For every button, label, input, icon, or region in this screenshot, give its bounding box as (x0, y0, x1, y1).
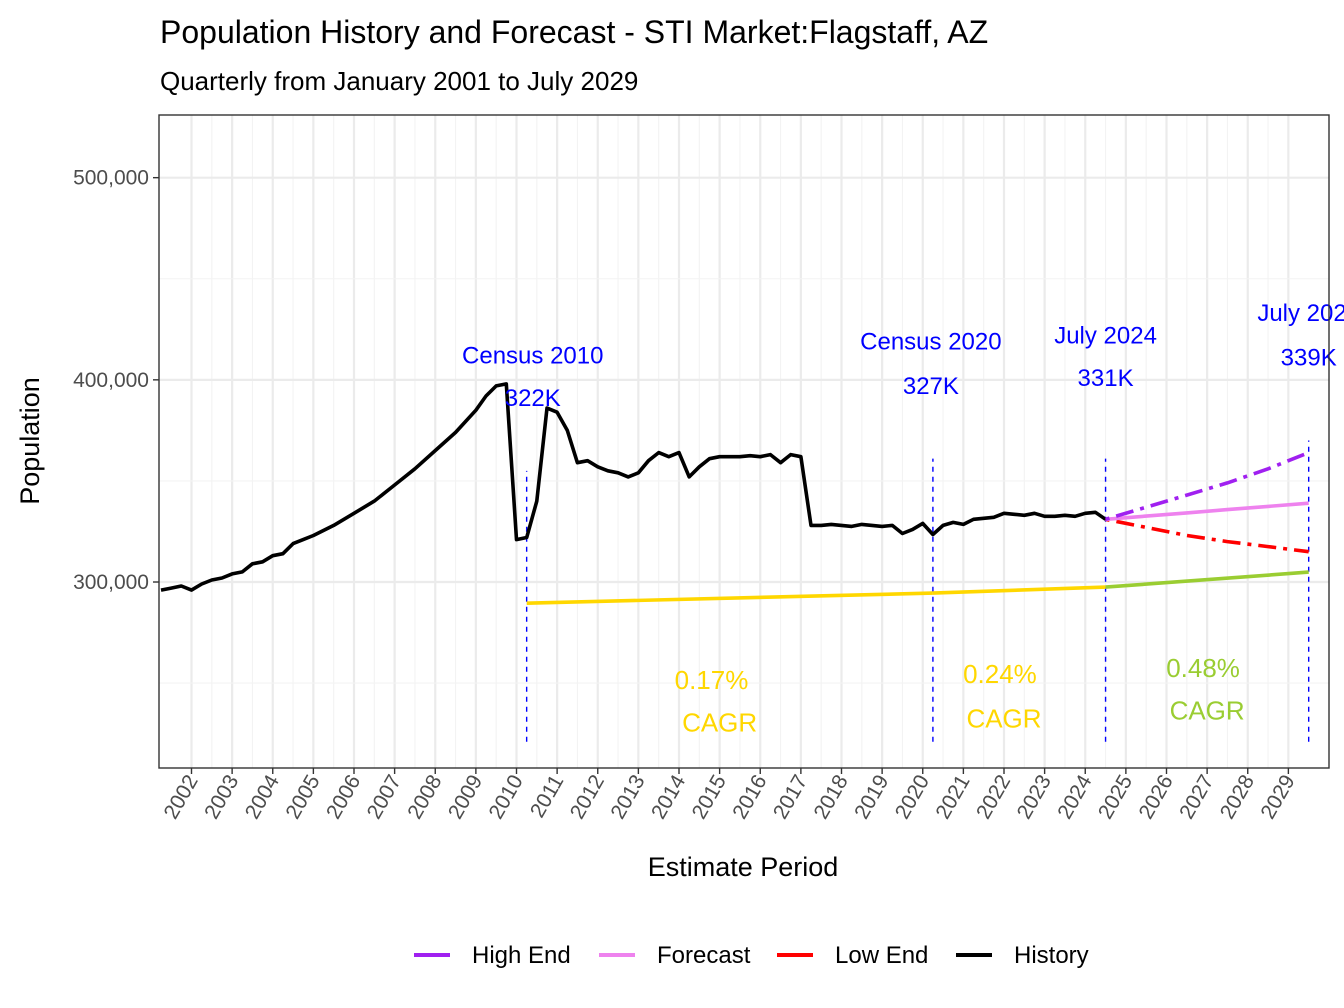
x-tick-label: 2028 (1216, 771, 1259, 823)
x-tick-label: 2024 (1053, 771, 1096, 823)
x-tick-label: 2017 (769, 771, 812, 823)
x-tick-label: 2014 (647, 771, 690, 823)
y-tick-label: 400,000 (73, 369, 149, 392)
annotation-label: July 2024 (1054, 322, 1157, 349)
annotation-label: 339K (1281, 345, 1337, 372)
x-tick-label: 2008 (403, 771, 446, 823)
x-axis: 2002200320042005200620072008200920102011… (160, 768, 1300, 823)
grid (159, 115, 1329, 768)
annotation-label: CAGR (966, 703, 1041, 733)
x-tick-label: 2026 (1135, 771, 1178, 823)
annotation-label: Census 2020 (860, 328, 1001, 355)
legend-label: Forecast (657, 942, 751, 969)
series-line-cagr-2024-2029 (1105, 570, 1309, 589)
series-line-low-end (1105, 517, 1309, 554)
x-tick-label: 2010 (485, 771, 528, 823)
x-tick-label: 2027 (1175, 771, 1218, 823)
legend-label: Low End (835, 942, 928, 969)
series-line-forecast (1105, 501, 1309, 522)
annotation-label: CAGR (1170, 695, 1245, 725)
x-tick-label: 2004 (241, 771, 284, 823)
plot-panel-border (158, 114, 1330, 769)
x-tick-label: 2020 (891, 771, 934, 823)
chart-title: Population History and Forecast - STI Ma… (160, 14, 988, 50)
x-tick-label: 2002 (160, 771, 203, 823)
x-tick-label: 2025 (1094, 771, 1137, 823)
annotation-label: 327K (903, 373, 959, 400)
annotation-label: Census 2010 (462, 343, 603, 370)
annotations: Census 2010 322K Census 2020 327K July 2024 3… (462, 300, 1344, 737)
x-tick-label: 2021 (931, 771, 974, 823)
x-tick-label: 2006 (322, 771, 365, 823)
x-tick-label: 2016 (728, 771, 771, 823)
annotation-label: 322K (505, 385, 561, 412)
annotation-label: 0.17% (675, 665, 749, 695)
series-line-cagr-2020-2024 (932, 585, 1106, 595)
x-tick-label: 2012 (566, 771, 609, 823)
x-tick-label: 2005 (281, 771, 324, 823)
x-tick-label: 2018 (810, 771, 853, 823)
x-tick-label: 2007 (363, 771, 406, 823)
annotation-label: July 2029 (1257, 300, 1344, 327)
annotation-label: CAGR (682, 708, 757, 738)
x-tick-label: 2009 (444, 771, 487, 823)
y-axis: 300,000 400,000 500,000 (73, 167, 159, 594)
x-axis-title: Estimate Period (648, 852, 839, 882)
legend: High End Forecast Low End History (414, 942, 1089, 969)
x-tick-label: 2029 (1256, 771, 1299, 823)
x-tick-label: 2022 (972, 771, 1015, 823)
y-tick-label: 500,000 (73, 167, 149, 190)
annotation-label: 0.24% (963, 659, 1037, 689)
x-tick-label: 2015 (688, 771, 731, 823)
series-line-history (160, 382, 1107, 592)
annotation-label: 331K (1078, 365, 1134, 392)
chart-subtitle: Quarterly from January 2001 to July 2029 (160, 66, 638, 96)
y-axis-title: Population (15, 377, 45, 505)
y-tick-label: 300,000 (73, 571, 149, 594)
annotation-label: 0.48% (1166, 653, 1240, 683)
x-tick-label: 2023 (1013, 771, 1056, 823)
reference-lines (525, 440, 1310, 742)
series-line-cagr-2010-2020 (526, 591, 933, 605)
legend-label: History (1014, 942, 1089, 969)
x-tick-label: 2019 (850, 771, 893, 823)
x-tick-label: 2011 (526, 771, 569, 822)
x-tick-label: 2013 (606, 771, 649, 823)
legend-label: High End (472, 942, 571, 969)
series-lines (160, 382, 1310, 605)
x-tick-label: 2003 (200, 771, 243, 823)
